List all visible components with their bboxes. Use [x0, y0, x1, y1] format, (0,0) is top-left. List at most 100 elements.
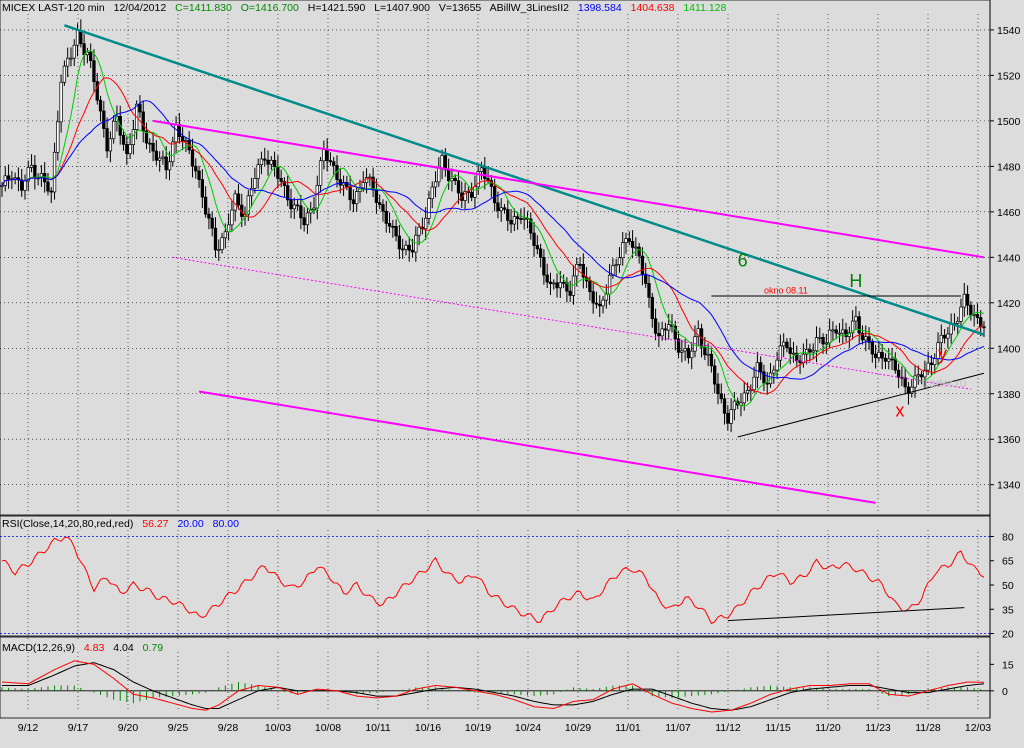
rsi-high: 80.00 [212, 518, 239, 530]
close-value: C=1411.830 [175, 2, 232, 14]
candle-body [292, 204, 296, 210]
symbol-label: MICEX LAST-120 min [2, 2, 105, 14]
candle-body [919, 374, 924, 378]
candle-body [315, 184, 319, 209]
candle-body [680, 350, 684, 353]
candle-body [20, 179, 24, 191]
open-value: O=1416.700 [240, 2, 299, 14]
candle-body [972, 314, 976, 316]
candle-body [568, 290, 572, 296]
candle-body [726, 412, 730, 424]
candle-body [883, 357, 888, 362]
candle-body [46, 181, 50, 192]
candle-body [581, 264, 585, 278]
candle-body [266, 159, 270, 165]
candle-body [217, 249, 221, 251]
candle-body [887, 358, 891, 362]
candle-body [637, 246, 641, 257]
candle-body [890, 358, 894, 361]
indicator-name: ABillW_3LinesII2 [489, 2, 569, 14]
high-value: H=1421.590 [307, 2, 366, 14]
candle-body [207, 213, 211, 219]
candle-body [394, 226, 398, 237]
candle-body [653, 318, 658, 334]
candle-body [926, 362, 930, 371]
candle-body [499, 207, 503, 212]
candle-body [831, 329, 835, 332]
rsi-low: 20.00 [177, 518, 204, 530]
candle-body [542, 257, 546, 276]
panel-frame [0, 636, 991, 719]
candle-body [105, 128, 109, 152]
candle-body [673, 325, 677, 340]
candle-body [13, 177, 17, 180]
y-tick-label: 1480 [997, 161, 1021, 173]
candle-body [164, 156, 168, 171]
candle-body [492, 186, 497, 204]
candle-body [391, 225, 395, 228]
rsi-label: RSI(Close,14,20,80,red,red) [2, 518, 134, 530]
candle-body [174, 123, 178, 143]
candle-body [325, 149, 329, 161]
candle-body [834, 329, 838, 334]
candle-body [703, 346, 707, 356]
candle-body [519, 218, 523, 220]
candle-body [880, 351, 884, 359]
candle-body [630, 241, 635, 248]
candle-body [896, 369, 901, 378]
candle-body [200, 179, 204, 198]
line3-value: 1411.128 [683, 2, 727, 14]
rsi-header: RSI(Close,14,20,80,red,red) 56.27 20.00 … [2, 518, 245, 530]
wave-label-h: H [849, 271, 862, 291]
candle-body [348, 186, 352, 201]
candle-body [184, 140, 188, 142]
candle-body [762, 371, 766, 384]
rsi-tick-label: 20 [1002, 629, 1014, 641]
candle-body [75, 30, 80, 46]
candle-body [223, 231, 227, 239]
candle-body [722, 398, 727, 414]
candle-body [151, 142, 155, 152]
candle-body [328, 160, 333, 163]
candle-body [230, 209, 234, 226]
candle-body [282, 181, 287, 186]
y-tick-label: 1440 [997, 252, 1021, 264]
candle-body [479, 167, 484, 172]
candle-body [913, 375, 917, 388]
candle-body [276, 166, 280, 179]
candle-body [387, 223, 392, 227]
candle-body [939, 334, 943, 344]
candle-body [558, 281, 562, 289]
candle-body [811, 350, 815, 353]
candle-body [827, 329, 832, 344]
candle-body [456, 180, 461, 194]
candle-body [253, 178, 257, 189]
candle-body [690, 350, 694, 359]
candle-body [903, 377, 907, 388]
candle-body [663, 328, 668, 331]
candle-body [778, 345, 783, 361]
x-tick-label: 9/25 [168, 722, 189, 734]
candle-body [56, 121, 60, 153]
candle-body [322, 149, 326, 162]
candle-body [782, 341, 786, 347]
candle-body [125, 144, 129, 154]
candle-body [384, 210, 388, 224]
candle-body [824, 342, 829, 345]
candle-body [535, 245, 539, 250]
candle-body [89, 51, 93, 62]
candle-body [729, 409, 733, 424]
ma-mid-line [1, 77, 985, 395]
candle-body [870, 342, 874, 355]
candle-body [614, 264, 618, 267]
candle-body [900, 376, 904, 379]
candle-body [808, 349, 812, 353]
candle-body [686, 348, 691, 359]
candle-body [190, 149, 195, 167]
rsi-tick-label: 80 [1002, 531, 1014, 543]
candle-body [374, 189, 379, 203]
candle-body [341, 182, 346, 186]
candle-body [0, 185, 4, 187]
x-tick-label: 11/07 [665, 722, 691, 734]
